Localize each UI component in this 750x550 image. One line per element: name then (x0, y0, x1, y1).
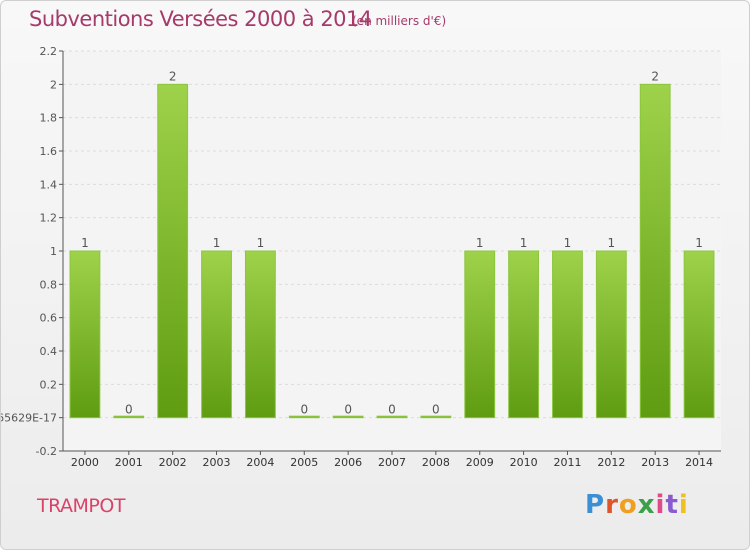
x-tick-label: 2003 (203, 456, 231, 469)
y-tick-label: -1.5265629E-17 (1, 412, 57, 425)
y-tick-label: 1.4 (40, 178, 58, 191)
logo-letter: o (618, 490, 638, 520)
bar-value-label: 1 (213, 236, 221, 250)
x-tick-label: 2001 (115, 456, 143, 469)
y-tick-label: 2 (50, 78, 57, 91)
bar (376, 415, 408, 419)
x-tick-label: 2007 (378, 456, 406, 469)
x-tick-label: 2008 (422, 456, 450, 469)
bar-value-label: 1 (695, 236, 703, 250)
bar-value-label: 0 (432, 403, 440, 417)
bar (552, 250, 583, 419)
x-tick-label: 2000 (71, 456, 99, 469)
bar-value-label: 0 (344, 403, 352, 417)
commune-name: TRAMPOT (37, 495, 125, 517)
bar-value-label: 1 (257, 236, 265, 250)
x-tick-label: 2004 (246, 456, 274, 469)
bar-value-label: 0 (300, 403, 308, 417)
bar (683, 250, 715, 419)
logo-letter: t (665, 490, 679, 520)
logo-letter: i (678, 490, 689, 520)
proxiti-logo[interactable]: Proxiti (585, 490, 689, 520)
bar (288, 415, 320, 419)
bar (244, 250, 276, 419)
bar-value-label: 1 (81, 236, 89, 250)
y-tick-label: 0.8 (40, 278, 58, 291)
logo-letter: r (605, 490, 619, 520)
bar-value-label: 1 (608, 236, 616, 250)
bar (201, 250, 232, 419)
bar-value-label: 0 (388, 403, 396, 417)
chart-title: Subventions Versées 2000 à 2014 (29, 7, 372, 31)
y-tick-label: 1.8 (40, 112, 58, 125)
bar (332, 415, 364, 419)
x-tick-label: 2013 (641, 456, 669, 469)
bar (464, 250, 496, 419)
logo-letter: i (655, 490, 666, 520)
x-tick-label: 2005 (290, 456, 318, 469)
bar (69, 250, 101, 419)
y-tick-label: 1 (50, 245, 57, 258)
x-tick-label: 2002 (159, 456, 187, 469)
x-tick-label: 2011 (553, 456, 581, 469)
y-tick-label: -0.2 (36, 445, 57, 458)
y-tick-label: 1.6 (40, 145, 58, 158)
bar (420, 415, 452, 419)
bar-value-label: 1 (564, 236, 572, 250)
y-tick-label: 1.2 (40, 212, 58, 225)
bar (595, 250, 627, 419)
bar (157, 83, 189, 419)
bar-value-label: 0 (125, 403, 133, 417)
bar-value-label: 2 (651, 69, 659, 83)
x-tick-label: 2010 (510, 456, 538, 469)
x-tick-label: 2006 (334, 456, 362, 469)
bar (113, 415, 145, 419)
x-tick-label: 2014 (685, 456, 713, 469)
bar-value-label: 1 (520, 236, 528, 250)
bar-value-label: 2 (169, 69, 177, 83)
chart-subtitle: (en milliers d'€) (352, 14, 447, 28)
x-tick-label: 2009 (466, 456, 494, 469)
bar (508, 250, 540, 419)
bar-value-label: 1 (476, 236, 484, 250)
bar (639, 83, 671, 419)
logo-letter: x (637, 490, 656, 520)
x-tick-label: 2012 (597, 456, 625, 469)
logo-letter: P (585, 490, 606, 520)
y-tick-label: 0.4 (40, 345, 58, 358)
y-tick-label: 2.2 (40, 45, 58, 58)
y-tick-label: 0.6 (40, 312, 58, 325)
y-tick-label: 0.2 (40, 378, 58, 391)
